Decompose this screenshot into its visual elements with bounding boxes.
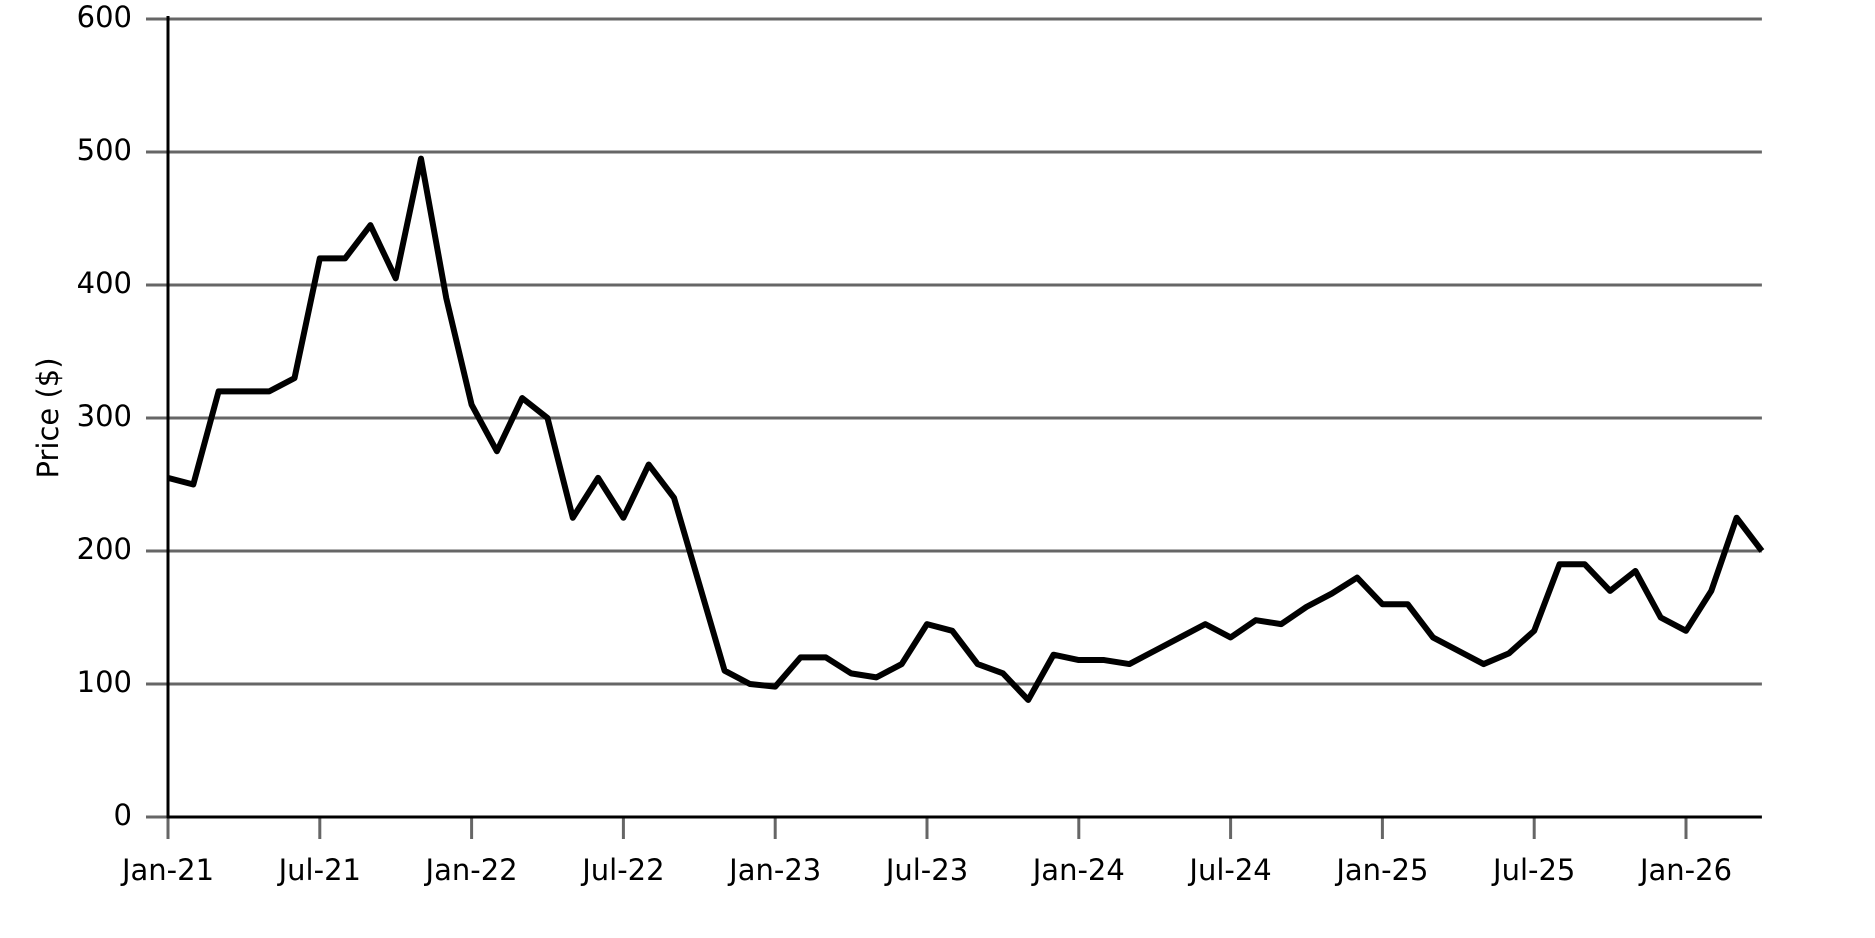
x-tick-label: Jan-26 bbox=[1638, 853, 1732, 887]
x-tick-label: Jan-22 bbox=[424, 853, 518, 887]
x-tick-label: Jan-21 bbox=[120, 853, 214, 887]
x-tick-label: Jan-23 bbox=[727, 853, 821, 887]
y-axis-label: Price ($) bbox=[31, 357, 65, 478]
x-tick-label: Jul-22 bbox=[580, 853, 664, 887]
x-tick-label: Jul-24 bbox=[1187, 853, 1271, 887]
x-tick-label: Jan-24 bbox=[1031, 853, 1125, 887]
x-tick-label: Jan-25 bbox=[1334, 853, 1428, 887]
x-tick-label: Jul-23 bbox=[884, 853, 968, 887]
x-tick-label: Jul-21 bbox=[277, 853, 361, 887]
x-tick-label: Jul-25 bbox=[1491, 853, 1575, 887]
y-tick-label: 300 bbox=[77, 399, 132, 433]
y-tick-label: 400 bbox=[77, 266, 132, 300]
y-tick-label: 0 bbox=[114, 798, 132, 832]
y-tick-label: 100 bbox=[77, 665, 132, 699]
price-line bbox=[167, 155, 1765, 703]
y-tick-label: 200 bbox=[77, 532, 132, 566]
y-tick-label: 600 bbox=[77, 0, 132, 34]
y-tick-label: 500 bbox=[77, 133, 132, 167]
